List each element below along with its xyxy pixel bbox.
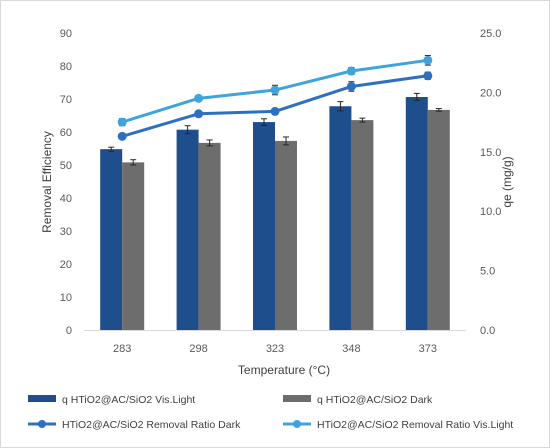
- y-right-tick-label: 20.0: [480, 87, 501, 99]
- plot-area: 0 10 20 30 40 50 60 70 80 90 0.0 5.0 10.0 15.0 20.0 25.…: [60, 28, 502, 355]
- bar-vis-light: [329, 106, 352, 330]
- x-tick-label: 298: [189, 343, 207, 355]
- x-axis-title: Temperature (°C): [238, 363, 330, 377]
- bar-dark: [275, 140, 297, 330]
- legend-label: q HTiO2@AC/SiO2 Dark: [317, 394, 433, 406]
- x-tick-label: 323: [266, 343, 284, 355]
- legend-label: HTiO2@AC/SiO2 Removal Ratio Dark: [62, 419, 241, 431]
- bar-vis-light: [100, 149, 123, 330]
- line-marker: [423, 55, 433, 65]
- x-tick-label: 283: [113, 343, 131, 355]
- y-left-tick-label: 10: [60, 292, 72, 304]
- legend-swatch-marker: [293, 420, 301, 428]
- legend-swatch-bar: [283, 395, 311, 402]
- y-right-tick-label: 15.0: [480, 147, 501, 159]
- y-axis-right-title: qe (mg/g): [500, 156, 514, 207]
- x-tick-label: 373: [419, 343, 437, 355]
- line-marker: [346, 66, 356, 76]
- bar-dark: [427, 109, 450, 330]
- bar-vis-light: [405, 97, 428, 331]
- bar-dark: [198, 142, 221, 330]
- bar-vis-light: [253, 122, 275, 330]
- legend-swatch-marker: [38, 420, 46, 428]
- y-left-tick-label: 40: [60, 193, 72, 205]
- y-left-tick-label: 50: [60, 160, 72, 172]
- line-marker: [117, 131, 127, 141]
- line-marker: [194, 109, 204, 119]
- y-right-tick-label: 0.0: [480, 325, 495, 337]
- y-left-tick-label: 0: [66, 325, 72, 337]
- line-marker: [117, 117, 127, 127]
- y-right-tick-label: 10.0: [480, 206, 501, 218]
- bar-dark: [351, 120, 374, 331]
- line-marker: [270, 106, 280, 116]
- y-right-tick-label: 25.0: [480, 28, 501, 40]
- y-left-tick-label: 60: [60, 127, 72, 139]
- legend: q HTiO2@AC/SiO2 Vis.Light q HTiO2@AC/SiO2…: [28, 394, 513, 431]
- y-left-tick-label: 20: [60, 259, 72, 271]
- y-right-tick-label: 5.0: [480, 266, 495, 278]
- bar-vis-light: [176, 129, 199, 330]
- line-marker: [346, 81, 356, 91]
- y-left-tick-label: 80: [60, 61, 72, 73]
- legend-swatch-bar: [28, 395, 56, 402]
- line-marker: [270, 85, 280, 95]
- bar-dark: [122, 162, 145, 330]
- y-left-tick-label: 30: [60, 226, 72, 238]
- legend-label: q HTiO2@AC/SiO2 Vis.Light: [62, 394, 195, 406]
- y-axis-left-title: Removal Efficiency: [40, 131, 54, 233]
- legend-label: HTiO2@AC/SiO2 Removal Ratio Vis.Light: [317, 419, 513, 431]
- y-left-tick-label: 90: [60, 28, 72, 40]
- y-left-tick-label: 70: [60, 94, 72, 106]
- line-marker: [194, 93, 204, 103]
- x-tick-label: 348: [342, 343, 360, 355]
- line-marker: [423, 71, 433, 81]
